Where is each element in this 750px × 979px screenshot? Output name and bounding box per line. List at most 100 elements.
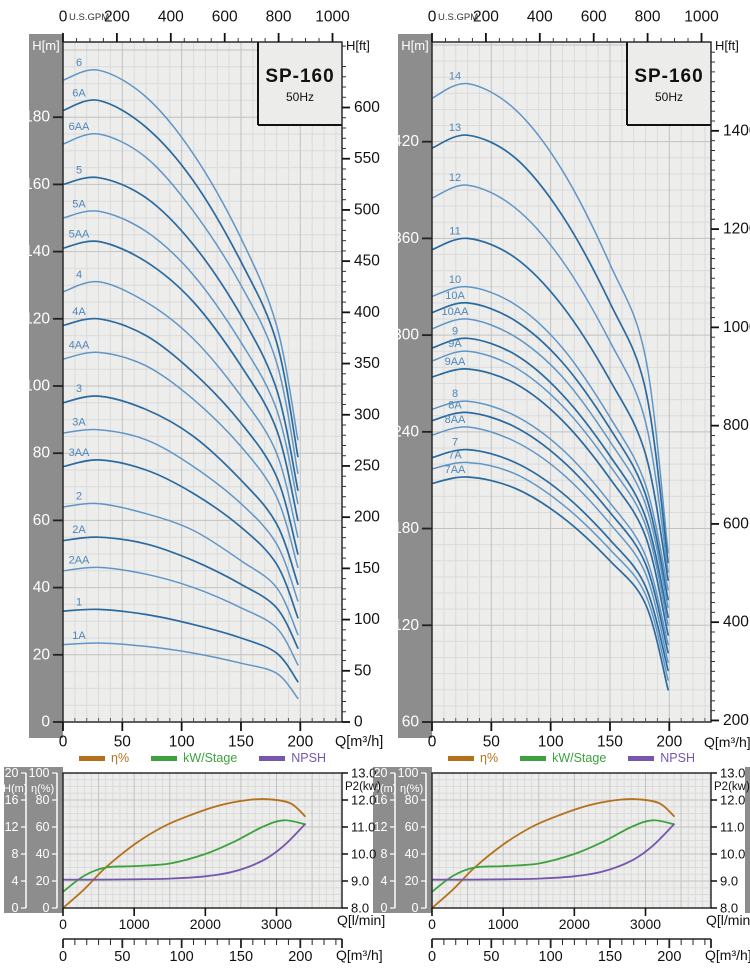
curve-label-10AA: 10AA xyxy=(442,306,470,318)
svg-text:50: 50 xyxy=(483,949,499,965)
svg-text:0: 0 xyxy=(12,901,19,915)
model-box-frame xyxy=(257,42,342,126)
curve-label-2AA: 2AA xyxy=(69,554,90,566)
svg-text:180: 180 xyxy=(24,109,50,126)
lmin-axis-title-right: Q[l/min] xyxy=(706,912,750,928)
pump-curve-10A xyxy=(431,301,669,601)
grid xyxy=(432,773,711,908)
curve-label-9A: 9A xyxy=(448,338,462,350)
svg-text:11.0: 11.0 xyxy=(351,820,375,835)
pump-curve-10AA xyxy=(431,318,669,609)
svg-text:80: 80 xyxy=(33,445,51,462)
svg-text:150: 150 xyxy=(229,949,253,965)
svg-text:20: 20 xyxy=(33,646,51,663)
svg-text:2000: 2000 xyxy=(190,916,221,932)
npsh-axis-title-left: H(m) xyxy=(3,783,28,795)
legend-swatch-1 xyxy=(151,755,178,761)
pump-curve-2A xyxy=(62,536,299,649)
curve-label-11: 11 xyxy=(449,225,460,237)
svg-text:800: 800 xyxy=(635,9,661,26)
svg-text:80: 80 xyxy=(36,793,50,807)
eta-axis-title-right: η(%) xyxy=(400,783,424,795)
pump-curve-12 xyxy=(431,184,669,573)
curve-efficiency xyxy=(431,798,675,909)
svg-text:100: 100 xyxy=(24,378,50,395)
curve-label-8AA: 8AA xyxy=(445,414,466,426)
svg-text:400: 400 xyxy=(354,304,380,321)
svg-text:400: 400 xyxy=(723,614,749,631)
svg-text:40: 40 xyxy=(33,579,51,596)
curve-label-6: 6 xyxy=(76,57,82,69)
svg-text:150: 150 xyxy=(228,734,254,751)
svg-text:9.0: 9.0 xyxy=(351,874,369,889)
svg-text:550: 550 xyxy=(354,150,380,167)
performance-curves xyxy=(431,798,675,909)
curve-kw-per-stage xyxy=(62,819,306,893)
grid xyxy=(432,42,711,722)
svg-text:0: 0 xyxy=(43,901,50,915)
chart-small-left: 0 1000 2000 30008.09.010.011.012.013.004812… xyxy=(5,766,377,966)
model-box-frame xyxy=(626,42,711,126)
performance-curves xyxy=(62,798,306,909)
svg-text:100: 100 xyxy=(170,949,194,965)
legend-item-1: kW/Stage xyxy=(520,751,606,765)
gpm-axis-unit-left: U.S.GPM xyxy=(69,12,110,23)
curve-label-2A: 2A xyxy=(72,524,86,536)
legend-item-0: η% xyxy=(79,751,129,765)
curve-label-6AA: 6AA xyxy=(69,121,90,133)
flow-axis-title-left: Q[m³/h] xyxy=(335,734,384,750)
svg-text:200: 200 xyxy=(723,712,749,729)
svg-text:50: 50 xyxy=(354,662,372,679)
legend-swatch-0 xyxy=(448,755,474,761)
svg-text:250: 250 xyxy=(354,457,380,474)
svg-text:360: 360 xyxy=(393,230,419,247)
svg-text:3000: 3000 xyxy=(261,916,292,932)
svg-text:150: 150 xyxy=(597,734,623,751)
gpm-axis-unit-right: U.S.GPM xyxy=(438,12,479,23)
npsh-axis-title-right: H(m) xyxy=(372,783,397,795)
pump-curve-9A xyxy=(431,350,669,627)
pump-curve-3A xyxy=(62,428,299,602)
left-small-sidebar xyxy=(4,767,63,913)
svg-text:40: 40 xyxy=(36,847,50,861)
flow-ruler: 0 50 100 150 200 xyxy=(428,938,712,965)
curve-label-6A: 6A xyxy=(72,87,86,99)
legend-label-0: η% xyxy=(480,751,499,765)
svg-text:1000: 1000 xyxy=(315,9,350,26)
pump-curve-3 xyxy=(62,395,299,586)
svg-text:600: 600 xyxy=(581,9,607,26)
svg-text:0: 0 xyxy=(41,714,50,731)
legend-swatch-1 xyxy=(520,755,547,761)
curve-label-4: 4 xyxy=(76,269,82,281)
svg-text:800: 800 xyxy=(266,9,292,26)
pump-curve-11 xyxy=(431,237,669,581)
legend-swatch-2 xyxy=(259,755,286,761)
curve-kw-per-stage xyxy=(431,819,675,893)
svg-text:600: 600 xyxy=(212,9,238,26)
p2-axis-title-left: P2(kw) xyxy=(345,781,381,793)
legend-item-2: NPSH xyxy=(259,751,326,765)
pump-curve-9 xyxy=(431,337,669,619)
p2-axis: 8.0 9.0 10.0 11.0 12.0 13.0 xyxy=(342,766,376,916)
cropped-panel-sliver xyxy=(745,767,750,913)
lmin-axis: 0 1000 2000 3000 xyxy=(428,908,661,932)
curve-label-5: 5 xyxy=(76,165,82,177)
svg-text:0: 0 xyxy=(428,9,437,26)
svg-text:0: 0 xyxy=(59,916,67,932)
curve-label-10: 10 xyxy=(449,274,461,286)
svg-text:20: 20 xyxy=(36,874,50,888)
head-m-axis: 60 120 180 240 300 360 420 xyxy=(393,133,432,731)
pump-curve-6AA xyxy=(62,132,299,475)
svg-text:1200: 1200 xyxy=(723,221,750,238)
svg-text:0: 0 xyxy=(428,734,437,751)
pump-curve-3AA xyxy=(62,459,299,619)
svg-text:150: 150 xyxy=(354,560,380,577)
lmin-axis: 0 1000 2000 3000 xyxy=(59,908,292,932)
svg-text:0: 0 xyxy=(412,901,419,915)
svg-text:0: 0 xyxy=(381,901,388,915)
svg-text:240: 240 xyxy=(393,423,419,440)
svg-text:100: 100 xyxy=(354,611,380,628)
pump-curve-5 xyxy=(62,176,299,492)
model-name: SP-160 xyxy=(634,66,704,87)
curve-npsh xyxy=(62,823,306,881)
